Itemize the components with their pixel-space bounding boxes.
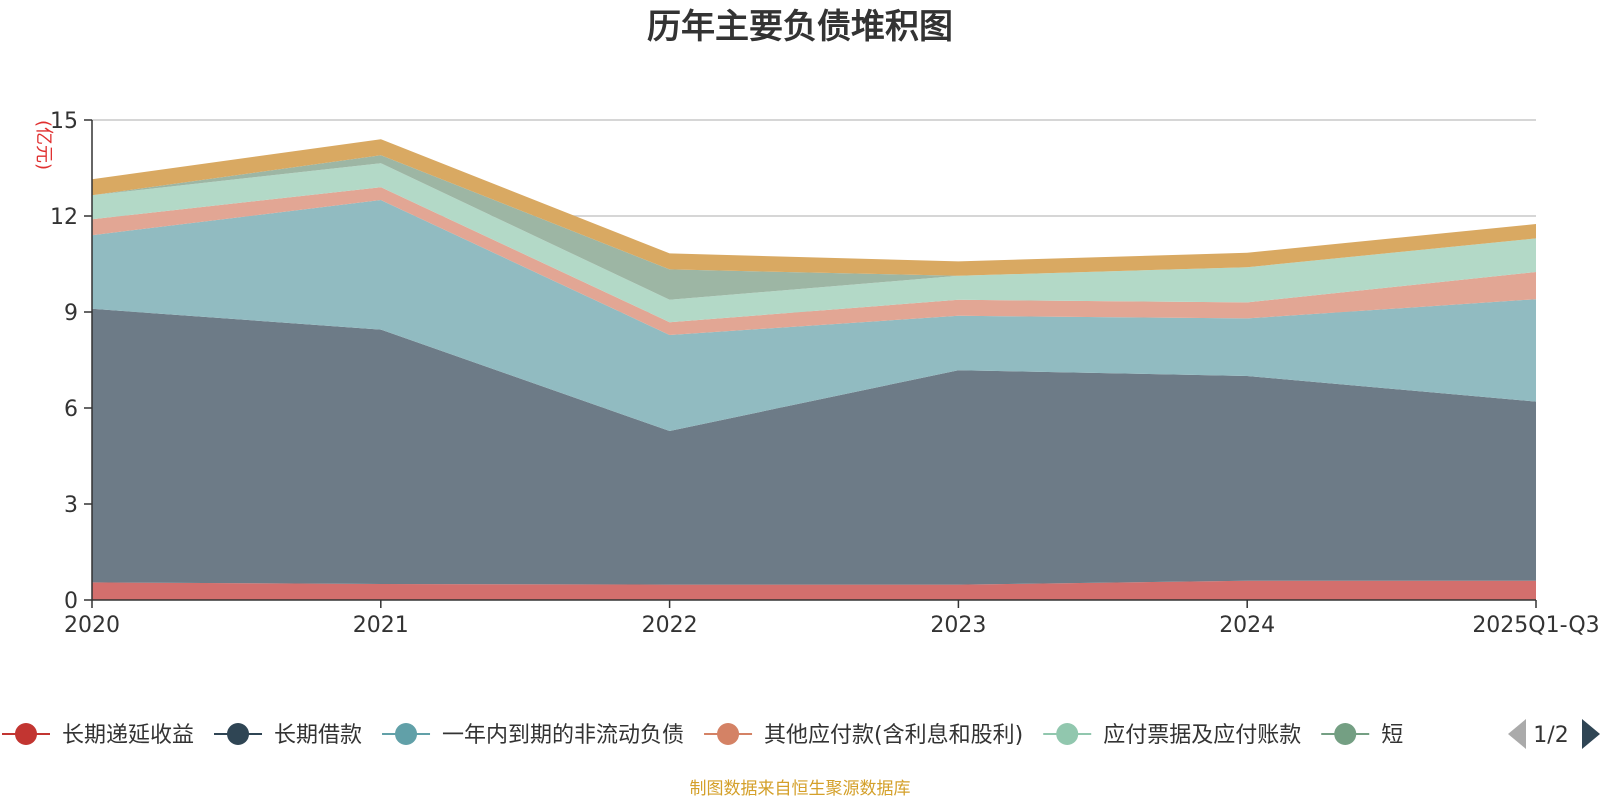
legend-label: 一年内到期的非流动负债 xyxy=(442,723,684,748)
legend-item-2[interactable]: 一年内到期的非流动负债 xyxy=(382,723,684,748)
area-series xyxy=(92,139,1536,600)
y-tick-label-0: 0 xyxy=(64,589,78,614)
legend-label: 其他应付款(含利息和股利) xyxy=(764,723,1023,748)
x-tick-label-1: 2021 xyxy=(353,613,409,638)
area-series-3 xyxy=(92,187,1536,335)
legend-prev-arrow-icon[interactable] xyxy=(1508,719,1526,749)
x-tick-label-3: 2023 xyxy=(930,613,986,638)
source-note: 制图数据来自恒生聚源数据库 xyxy=(690,779,911,799)
axes: 0 3 6 9 12 15 2020 2021 2022 2023 2024 2025Q1-Q3 xyxy=(50,109,1600,638)
area-series-5 xyxy=(92,155,1536,300)
legend: 长期递延收益 长期借款 一年内到期的非流动负债 其他应付款(含利息和股利) 应付票据及应… xyxy=(2,719,1600,749)
legend-item-5[interactable]: 短 xyxy=(1321,723,1403,748)
legend-marker xyxy=(1334,723,1357,745)
legend-page-indicator: 1/2 xyxy=(1533,723,1568,748)
legend-marker xyxy=(1056,723,1079,745)
area-series-6 xyxy=(92,139,1536,276)
y-tick-label-9: 9 xyxy=(64,301,78,326)
legend-marker xyxy=(15,723,37,745)
x-tick-label-0: 2020 xyxy=(64,613,120,638)
y-tick-label-3: 3 xyxy=(64,493,78,518)
legend-marker xyxy=(227,723,250,745)
legend-label: 长期递延收益 xyxy=(62,723,194,748)
y-tick-label-15: 15 xyxy=(50,109,78,134)
area-series-0 xyxy=(92,580,1536,600)
legend-label: 应付票据及应付账款 xyxy=(1103,723,1301,748)
x-tick-label-2: 2022 xyxy=(642,613,698,638)
legend-next-arrow-icon[interactable] xyxy=(1582,719,1600,749)
y-tick-label-12: 12 xyxy=(50,205,78,230)
legend-items: 长期递延收益 长期借款 一年内到期的非流动负债 其他应付款(含利息和股利) 应付票据及应… xyxy=(2,723,1403,748)
area-series-1 xyxy=(92,308,1536,585)
x-tick-label-4: 2024 xyxy=(1219,613,1275,638)
legend-item-4[interactable]: 应付票据及应付账款 xyxy=(1043,723,1301,748)
legend-item-1[interactable]: 长期借款 xyxy=(214,723,362,748)
legend-item-0[interactable]: 长期递延收益 xyxy=(2,723,194,748)
legend-item-3[interactable]: 其他应付款(含利息和股利) xyxy=(704,723,1023,748)
chart-title: 历年主要负债堆积图 xyxy=(647,7,953,47)
area-series-2 xyxy=(92,200,1536,431)
legend-label: 长期借款 xyxy=(274,723,362,748)
area-series-4 xyxy=(92,163,1536,323)
legend-marker xyxy=(717,723,740,745)
legend-label: 短 xyxy=(1381,723,1403,748)
legend-marker xyxy=(395,723,418,745)
y-axis-unit: (亿元) xyxy=(33,120,54,170)
y-tick-label-6: 6 xyxy=(64,397,78,422)
x-tick-label-5: 2025Q1-Q3 xyxy=(1472,613,1599,638)
